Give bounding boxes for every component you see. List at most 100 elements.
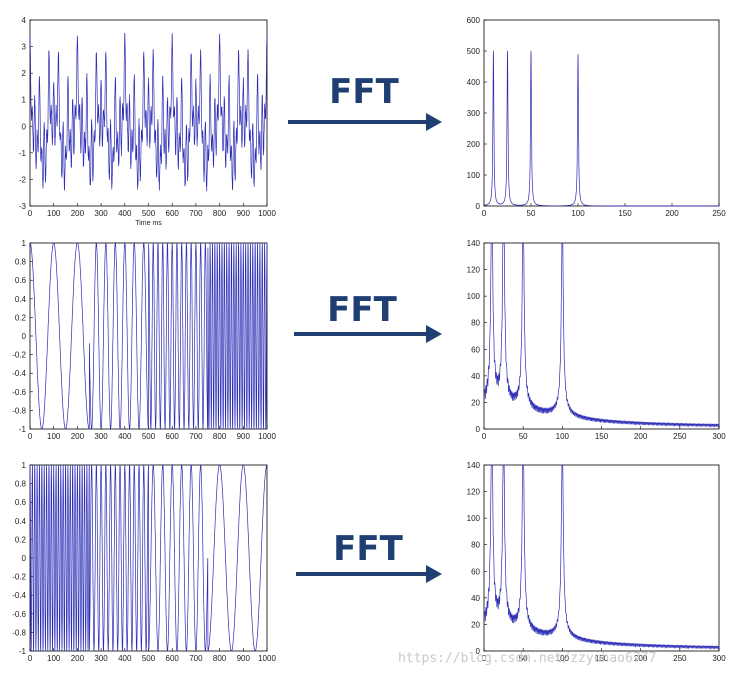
signal-2-xtick-label: 400 (118, 432, 132, 441)
signal-2-ytick-label: 1 (22, 239, 27, 248)
spectrum-2-xtick-label: 150 (595, 432, 609, 441)
spectrum-1-xtick-label: 200 (665, 209, 679, 218)
signal-3-xtick-label: 100 (47, 654, 61, 663)
spectrum-3-ytick-label: 0 (476, 647, 481, 656)
fft-label-1: FFT (329, 72, 399, 112)
signal-1-xtick-label: 300 (94, 209, 108, 218)
spectrum-2-xtick-label: 300 (712, 432, 726, 441)
signal-2-ytick-label: -0.6 (12, 388, 26, 397)
spectrum-2-ytick-label: 60 (471, 345, 480, 354)
spectrum-2-line (484, 242, 720, 428)
spectrum-1-ytick-label: 0 (476, 202, 481, 211)
spectrum-1-ytick-label: 400 (467, 78, 481, 87)
spectrum-2-ytick-label: 0 (476, 425, 481, 434)
spectrum-2-ytick-label: 100 (467, 292, 481, 301)
spectrum-3-xtick-label: 150 (595, 654, 609, 663)
spectrum-1-ytick-label: 600 (467, 16, 481, 25)
signal-3-ytick-label: -1 (19, 647, 27, 656)
signal-2-xtick-label: 700 (189, 432, 203, 441)
signal-2-ytick-label: 0.6 (15, 276, 27, 285)
spectrum-3-ytick-label: 60 (471, 567, 480, 576)
signal-3-chart: 0 100 200 300 400 500 600 700 800 900 1000 -1 -0.8 -0… (12, 461, 276, 663)
spectrum-3-xtick-label: 250 (673, 654, 687, 663)
signal-2-xtick-label: 900 (237, 432, 251, 441)
signal-1-ytick-label: -2 (19, 175, 27, 184)
spectrum-2-xtick-label: 50 (519, 432, 528, 441)
signal-1-xtick-label: 600 (166, 209, 180, 218)
signal-1-xtick-label: 100 (47, 209, 61, 218)
spectrum-1-xtick-label: 50 (527, 209, 536, 218)
signal-2-ytick-label: -0.4 (12, 369, 26, 378)
signal-2-line (29, 241, 268, 431)
signal-3-xtick-label: 800 (213, 654, 227, 663)
spectrum-2-xtick-label: 200 (634, 432, 648, 441)
spectrum-1-frame (483, 19, 720, 207)
signal-3-xtick-label: 200 (71, 654, 85, 663)
fft-arrowhead-3 (426, 565, 442, 583)
spectrum-2-chart: 0 50 100 150 200 250 300 0 20 40 60 80 100 120 140 (467, 239, 727, 441)
spectrum-3-xtick-label: 200 (634, 654, 648, 663)
spectrum-1-line (484, 50, 719, 207)
spectrum-3-frame (483, 464, 720, 652)
spectrum-2-ytick-label: 140 (467, 239, 481, 248)
spectrum-1-xtick-label: 150 (618, 209, 632, 218)
signal-2-xtick-label: 0 (28, 432, 33, 441)
signal-3-xtick-label: 500 (142, 654, 156, 663)
signal-3-ytick-label: 1 (22, 461, 27, 470)
spectrum-1-xtick-label: 250 (712, 209, 726, 218)
spectrum-2-ytick-label: 80 (471, 319, 480, 328)
signal-1-ytick-label: 2 (22, 69, 27, 78)
signal-1-ytick-label: 1 (22, 96, 27, 105)
signal-2-ytick-label: 0.8 (15, 258, 27, 267)
signal-2-xtick-label: 300 (94, 432, 108, 441)
spectrum-2-xtick-label: 0 (482, 432, 487, 441)
spectrum-3-xtick-label: 300 (712, 654, 726, 663)
spectrum-1-chart: 0 50 100 150 200 250 0 100 200 300 400 500 600 (467, 16, 727, 218)
signal-2-ytick-label: -0.8 (12, 406, 26, 415)
spectrum-3-ytick-label: 140 (467, 461, 481, 470)
spectrum-3-ytick-label: 40 (471, 594, 480, 603)
spectrum-1-ytick-label: 500 (467, 47, 481, 56)
watermark: https://blog.csdn.net/zzyuhao6777 (398, 651, 656, 666)
signal-1-ytick-label: -3 (19, 202, 27, 211)
spectrum-3-ytick-label: 20 (471, 620, 480, 629)
signal-3-xtick-label: 700 (189, 654, 203, 663)
signal-3-ytick-label: 0.2 (15, 535, 27, 544)
signal-3-ytick-label: 0.8 (15, 480, 27, 489)
signal-1-ytick-label: -1 (19, 149, 27, 158)
spectrum-1-xtick-label: 100 (571, 209, 585, 218)
signal-2-chart: 0 100 200 300 400 500 600 700 800 900 1000 -1 -0.8 -0… (12, 239, 276, 441)
fft-label-2: FFT (327, 290, 397, 330)
signal-2-ytick-label: 0 (22, 332, 27, 341)
signal-2-xtick-label: 800 (213, 432, 227, 441)
spectrum-3-ytick-label: 120 (467, 488, 481, 497)
signal-2-ytick-label: -0.2 (12, 351, 26, 360)
signal-1-xlabel: Time ms (135, 220, 162, 227)
signal-1-line (29, 32, 268, 192)
spectrum-2-xtick-label: 250 (673, 432, 687, 441)
signal-2-ytick-label: -1 (19, 425, 27, 434)
spectrum-3-xtick-label: 0 (482, 654, 487, 663)
signal-1-xtick-label: 0 (28, 209, 33, 218)
signal-1-xtick-label: 400 (118, 209, 132, 218)
signal-2-xtick-label: 500 (142, 432, 156, 441)
spectrum-1-xtick-label: 0 (482, 209, 487, 218)
signal-3-line (29, 463, 268, 653)
signal-3-xtick-label: 900 (237, 654, 251, 663)
spectrum-3-line (484, 464, 720, 650)
signal-2-ytick-label: 0.4 (15, 295, 27, 304)
signal-3-ytick-label: -0.6 (12, 610, 26, 619)
fft-label-3: FFT (333, 529, 403, 569)
signal-2-xtick-label: 100 (47, 432, 61, 441)
signal-1-frame (29, 19, 268, 207)
signal-2-xtick-label: 600 (166, 432, 180, 441)
spectrum-2-frame (483, 242, 720, 430)
signal-3-ytick-label: 0.4 (15, 517, 27, 526)
signal-3-xtick-label: 400 (118, 654, 132, 663)
signal-1-xtick-label: 900 (237, 209, 251, 218)
spectrum-1-ytick-label: 200 (467, 140, 481, 149)
signal-3-xtick-label: 1000 (258, 654, 276, 663)
signal-2-xtick-label: 1000 (258, 432, 276, 441)
spectrum-1-ytick-label: 100 (467, 171, 481, 180)
